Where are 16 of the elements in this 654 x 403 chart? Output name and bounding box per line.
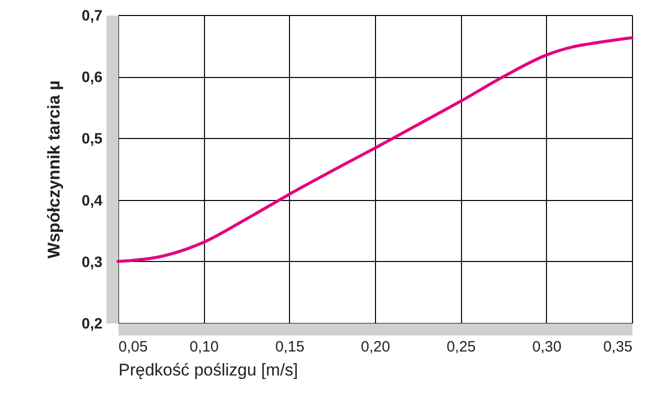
x-tick-label: 0,05 xyxy=(118,338,148,356)
x-tick-label: 0,10 xyxy=(190,338,219,356)
y-tick-label: 0,5 xyxy=(82,130,102,148)
x-tick-label: 0,35 xyxy=(603,338,632,356)
x-tick-label: 0,25 xyxy=(446,338,476,356)
y-axis-title: Współczynnik tarcia µ xyxy=(44,80,64,258)
x-tick-label: 0,20 xyxy=(360,338,390,356)
x-tick-label: 0,15 xyxy=(275,338,304,356)
y-tick-label: 0,7 xyxy=(82,8,102,24)
y-tick-label: 0,4 xyxy=(82,192,104,210)
y-tick-label: 0,6 xyxy=(82,69,102,86)
x-tick-label: 0,30 xyxy=(532,338,562,356)
x-axis-title: Prędkość poślizgu [m/s] xyxy=(118,360,298,380)
line-series xyxy=(116,36,634,263)
y-tick-label: 0,3 xyxy=(82,254,102,271)
y-tick-label: 0,2 xyxy=(82,316,102,332)
